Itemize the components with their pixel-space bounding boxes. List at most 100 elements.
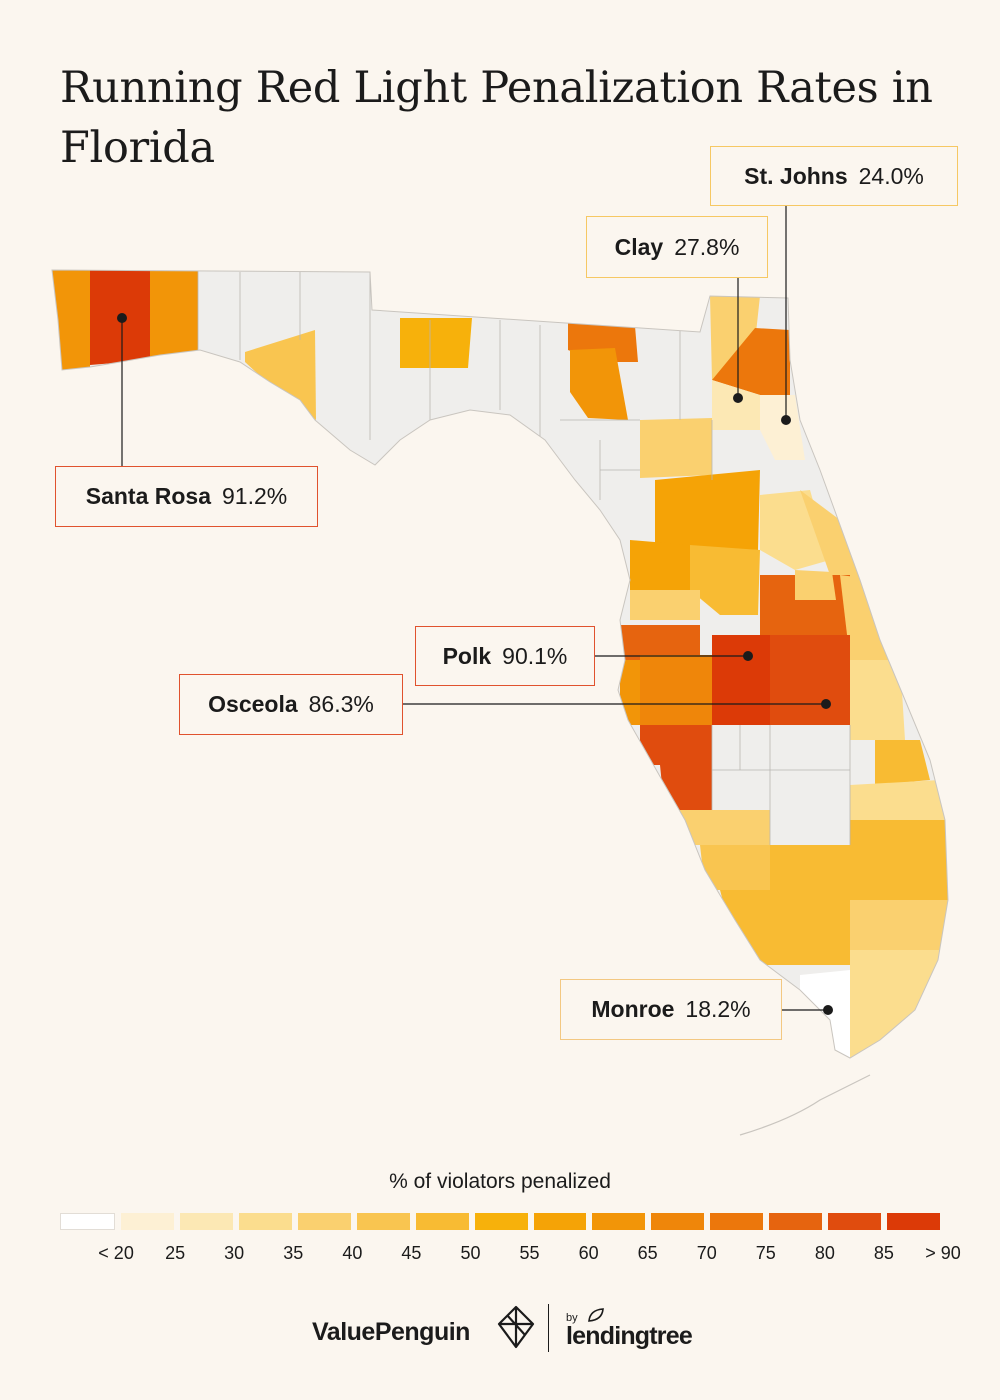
legend-title: % of violators penalized bbox=[389, 1170, 611, 1193]
legend-tick-label: 80 bbox=[814, 1243, 835, 1263]
county-lee bbox=[700, 845, 770, 890]
legend-tick-label: 70 bbox=[696, 1243, 717, 1263]
callout-clay: Clay 27.8% bbox=[586, 216, 768, 278]
legend-tick-label: > 90 bbox=[925, 1243, 961, 1263]
florida-keys bbox=[739, 1074, 871, 1136]
legend-tick-label: 55 bbox=[519, 1243, 540, 1263]
marker-osceola bbox=[821, 699, 831, 709]
county-hernando bbox=[630, 590, 700, 620]
florida-outline bbox=[51, 269, 949, 1059]
legend-swatch bbox=[769, 1213, 823, 1230]
marker-monroe bbox=[823, 1005, 833, 1015]
legend-swatch bbox=[356, 1213, 410, 1230]
legend-tick-label: 25 bbox=[165, 1243, 186, 1263]
callout-st-johns-name: St. Johns bbox=[744, 162, 848, 189]
county-indian-river bbox=[850, 660, 905, 740]
legend-swatch bbox=[415, 1213, 469, 1230]
county-miami-dade bbox=[850, 950, 945, 1058]
footer: ValuePenguin by lendingtree bbox=[0, 1300, 1000, 1360]
county-duval bbox=[712, 328, 790, 395]
page-title: Running Red Light Penalization Rates in … bbox=[60, 63, 933, 173]
legend-swatch bbox=[533, 1213, 587, 1230]
legend-swatch bbox=[887, 1213, 941, 1230]
county-leon bbox=[400, 318, 472, 368]
callout-santa-rosa-name: Santa Rosa bbox=[85, 483, 212, 509]
legend-tick-label: 75 bbox=[755, 1243, 776, 1263]
county-palm-beach bbox=[850, 820, 948, 900]
marker-santa-rosa bbox=[117, 313, 127, 323]
county-polk bbox=[712, 635, 770, 725]
footer-divider bbox=[548, 1304, 549, 1352]
marker-clay bbox=[733, 393, 743, 403]
callout-osceola-name: Osceola bbox=[208, 691, 298, 717]
valuepenguin-wordmark: ValuePenguin bbox=[312, 1318, 470, 1346]
callout-st-johns: St. Johns 24.0% bbox=[710, 146, 958, 206]
callout-polk-name: Polk bbox=[442, 642, 492, 669]
county-broward bbox=[850, 900, 948, 950]
county-marion bbox=[655, 470, 760, 550]
legend-tick-label: 65 bbox=[637, 1243, 658, 1263]
county-charlotte bbox=[670, 810, 770, 845]
county-citrus bbox=[630, 540, 690, 590]
legend-tick-label: 50 bbox=[460, 1243, 481, 1263]
callout-santa-rosa-value: 91.2% bbox=[222, 483, 288, 509]
county-pasco bbox=[620, 625, 700, 660]
county-osceola bbox=[770, 635, 850, 725]
marker-st-johns bbox=[781, 415, 791, 425]
county-st-johns bbox=[760, 395, 805, 460]
legend-swatch bbox=[179, 1213, 233, 1230]
legend-ticks: < 20 25 30 35 40 45 50 55 60 65 70 75 80 85 > 90 bbox=[0, 1243, 1000, 1267]
callout-monroe-name: Monroe bbox=[591, 996, 675, 1022]
lendingtree-wordmark: lendingtree bbox=[566, 1322, 693, 1350]
county-bay bbox=[245, 330, 316, 420]
legend-tick-label: < 20 bbox=[98, 1243, 134, 1263]
county-clay bbox=[712, 380, 760, 430]
county-escambia bbox=[52, 270, 90, 372]
legend-swatch bbox=[651, 1213, 705, 1230]
legend-swatch bbox=[120, 1213, 174, 1230]
valuepenguin-logo-icon bbox=[497, 1305, 535, 1349]
county-borders bbox=[197, 270, 851, 845]
legend-swatch bbox=[710, 1213, 764, 1230]
county-nassau bbox=[710, 296, 760, 380]
legend-tick-label: 35 bbox=[283, 1243, 304, 1263]
county-okaloosa bbox=[150, 270, 198, 358]
callout-polk: Polk 90.1% bbox=[415, 626, 595, 686]
callout-clay-name: Clay bbox=[614, 233, 664, 260]
marker-dots bbox=[117, 313, 833, 1015]
legend-tick-label: 30 bbox=[224, 1243, 245, 1263]
callout-monroe: Monroe 18.2% bbox=[560, 979, 782, 1040]
county-sumter-lake bbox=[690, 545, 760, 615]
legend-swatch bbox=[238, 1213, 292, 1230]
county-flagler bbox=[800, 490, 860, 580]
marker-polk bbox=[743, 651, 753, 661]
callout-st-johns-value: 24.0% bbox=[858, 162, 924, 189]
county-st-lucie bbox=[875, 740, 930, 785]
county-martin bbox=[850, 780, 945, 820]
legend-tick-label: 40 bbox=[342, 1243, 363, 1263]
callout-clay-value: 27.8% bbox=[674, 233, 740, 260]
county-hillsborough bbox=[640, 655, 712, 725]
county-alachua bbox=[640, 418, 712, 478]
leader-lines bbox=[121, 206, 828, 1011]
legend-swatch bbox=[592, 1213, 646, 1230]
county-seminole bbox=[795, 570, 836, 600]
legend-swatch bbox=[60, 1213, 115, 1230]
callout-polk-value: 90.1% bbox=[502, 642, 568, 669]
callout-osceola: Osceola 86.3% bbox=[179, 674, 403, 735]
legend-swatch bbox=[297, 1213, 351, 1230]
callout-santa-rosa: Santa Rosa 91.2% bbox=[55, 466, 318, 527]
legend-swatch bbox=[474, 1213, 528, 1230]
legend-tick-label: 45 bbox=[401, 1243, 422, 1263]
lendingtree-leaf-icon bbox=[588, 1308, 604, 1322]
county-collier bbox=[720, 890, 850, 965]
callout-monroe-value: 18.2% bbox=[685, 996, 751, 1022]
legend-tick-label: 85 bbox=[873, 1243, 894, 1263]
county-manatee bbox=[640, 725, 712, 765]
legend-tick-label: 60 bbox=[578, 1243, 599, 1263]
callout-osceola-value: 86.3% bbox=[308, 691, 374, 717]
county-pinellas bbox=[620, 660, 640, 725]
county-suwannee bbox=[570, 348, 628, 420]
legend-swatch bbox=[828, 1213, 882, 1230]
footer-by: by bbox=[566, 1312, 578, 1324]
